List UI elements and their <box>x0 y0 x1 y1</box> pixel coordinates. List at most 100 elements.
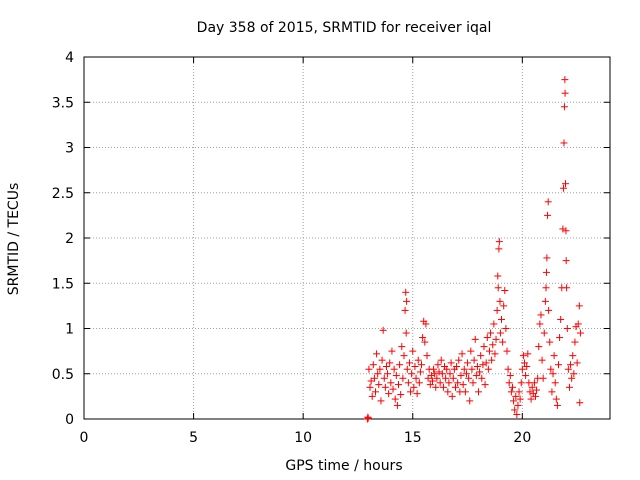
data-point <box>523 363 531 371</box>
data-point <box>551 379 559 387</box>
data-point <box>496 329 504 337</box>
data-point <box>402 288 410 296</box>
data-point <box>395 381 403 389</box>
data-point <box>370 374 378 382</box>
data-point <box>453 363 461 371</box>
data-point <box>503 347 511 355</box>
data-point <box>526 388 534 396</box>
data-point <box>384 370 392 378</box>
data-point <box>388 347 396 355</box>
data-point <box>470 356 478 364</box>
data-point <box>414 356 422 364</box>
data-point <box>447 359 455 367</box>
data-point <box>543 254 551 262</box>
data-point <box>489 341 497 349</box>
data-point <box>485 347 493 355</box>
data-point <box>541 297 549 305</box>
data-point <box>365 365 373 373</box>
data-point <box>449 374 457 382</box>
data-point <box>499 338 507 346</box>
data-point <box>494 272 502 280</box>
data-point <box>496 297 504 305</box>
data-point <box>435 368 443 376</box>
data-point <box>403 365 411 373</box>
data-point <box>560 139 568 147</box>
data-point <box>397 391 405 399</box>
data-point <box>505 379 513 387</box>
data-point <box>528 383 536 391</box>
data-point <box>519 352 527 360</box>
y-tick-labels: 0 0.5 1 1.5 2 2.5 3 3.5 4 <box>52 50 74 428</box>
data-point <box>393 401 401 409</box>
y-tick-label: 1.5 <box>52 276 74 292</box>
data-point <box>389 385 397 393</box>
data-point <box>369 361 377 369</box>
data-point <box>576 329 584 337</box>
y-tick-label: 2 <box>65 231 74 247</box>
data-point <box>522 372 530 380</box>
data-point <box>570 370 578 378</box>
data-point <box>516 395 524 403</box>
data-point <box>366 383 374 391</box>
data-point <box>404 379 412 387</box>
data-point <box>409 347 417 355</box>
data-point <box>554 361 562 369</box>
data-point <box>533 386 541 394</box>
data-point <box>396 361 404 369</box>
data-point <box>385 390 393 398</box>
data-point <box>544 198 552 206</box>
data-point <box>510 397 518 405</box>
data-point <box>562 227 570 235</box>
data-point <box>377 397 385 405</box>
data-point <box>428 377 436 385</box>
data-point <box>545 306 553 314</box>
data-point <box>542 268 550 276</box>
data-point <box>524 350 532 358</box>
data-point <box>553 401 561 409</box>
data-point <box>469 379 477 387</box>
data-point <box>407 388 415 396</box>
data-point <box>448 392 456 400</box>
data-point <box>471 335 479 343</box>
data-point <box>569 352 577 360</box>
data-point <box>561 89 569 97</box>
data-point <box>550 352 558 360</box>
data-point <box>467 347 475 355</box>
data-point <box>454 379 462 387</box>
data-point <box>380 374 388 382</box>
chart-title: Day 358 of 2015, SRMTID for receiver iqa… <box>197 20 492 36</box>
data-point <box>513 410 521 418</box>
data-point <box>422 320 430 328</box>
data-point <box>390 365 398 373</box>
data-point <box>542 284 550 292</box>
data-point <box>549 370 557 378</box>
y-tick-label: 3 <box>65 141 74 157</box>
data-point <box>527 395 535 403</box>
data-point <box>515 388 523 396</box>
data-point <box>405 359 413 367</box>
data-point <box>412 374 420 382</box>
data-point <box>457 372 465 380</box>
x-axis-title: GPS time / hours <box>285 458 402 474</box>
data-point <box>488 356 496 364</box>
data-point <box>552 395 560 403</box>
data-point <box>562 180 570 188</box>
data-point <box>381 383 389 391</box>
data-point <box>459 381 467 389</box>
data-point <box>479 361 487 369</box>
y-tick-label: 1 <box>65 322 74 338</box>
data-point <box>410 383 418 391</box>
x-tick-label: 0 <box>80 430 89 446</box>
data-point <box>436 379 444 387</box>
data-point <box>416 368 424 376</box>
data-point <box>439 383 447 391</box>
data-point <box>392 372 400 380</box>
data-point <box>567 361 575 369</box>
data-point <box>571 338 579 346</box>
data-point <box>451 383 459 391</box>
data-point <box>455 356 463 364</box>
data-point <box>386 359 394 367</box>
data-point <box>536 320 544 328</box>
data-point <box>472 372 480 380</box>
